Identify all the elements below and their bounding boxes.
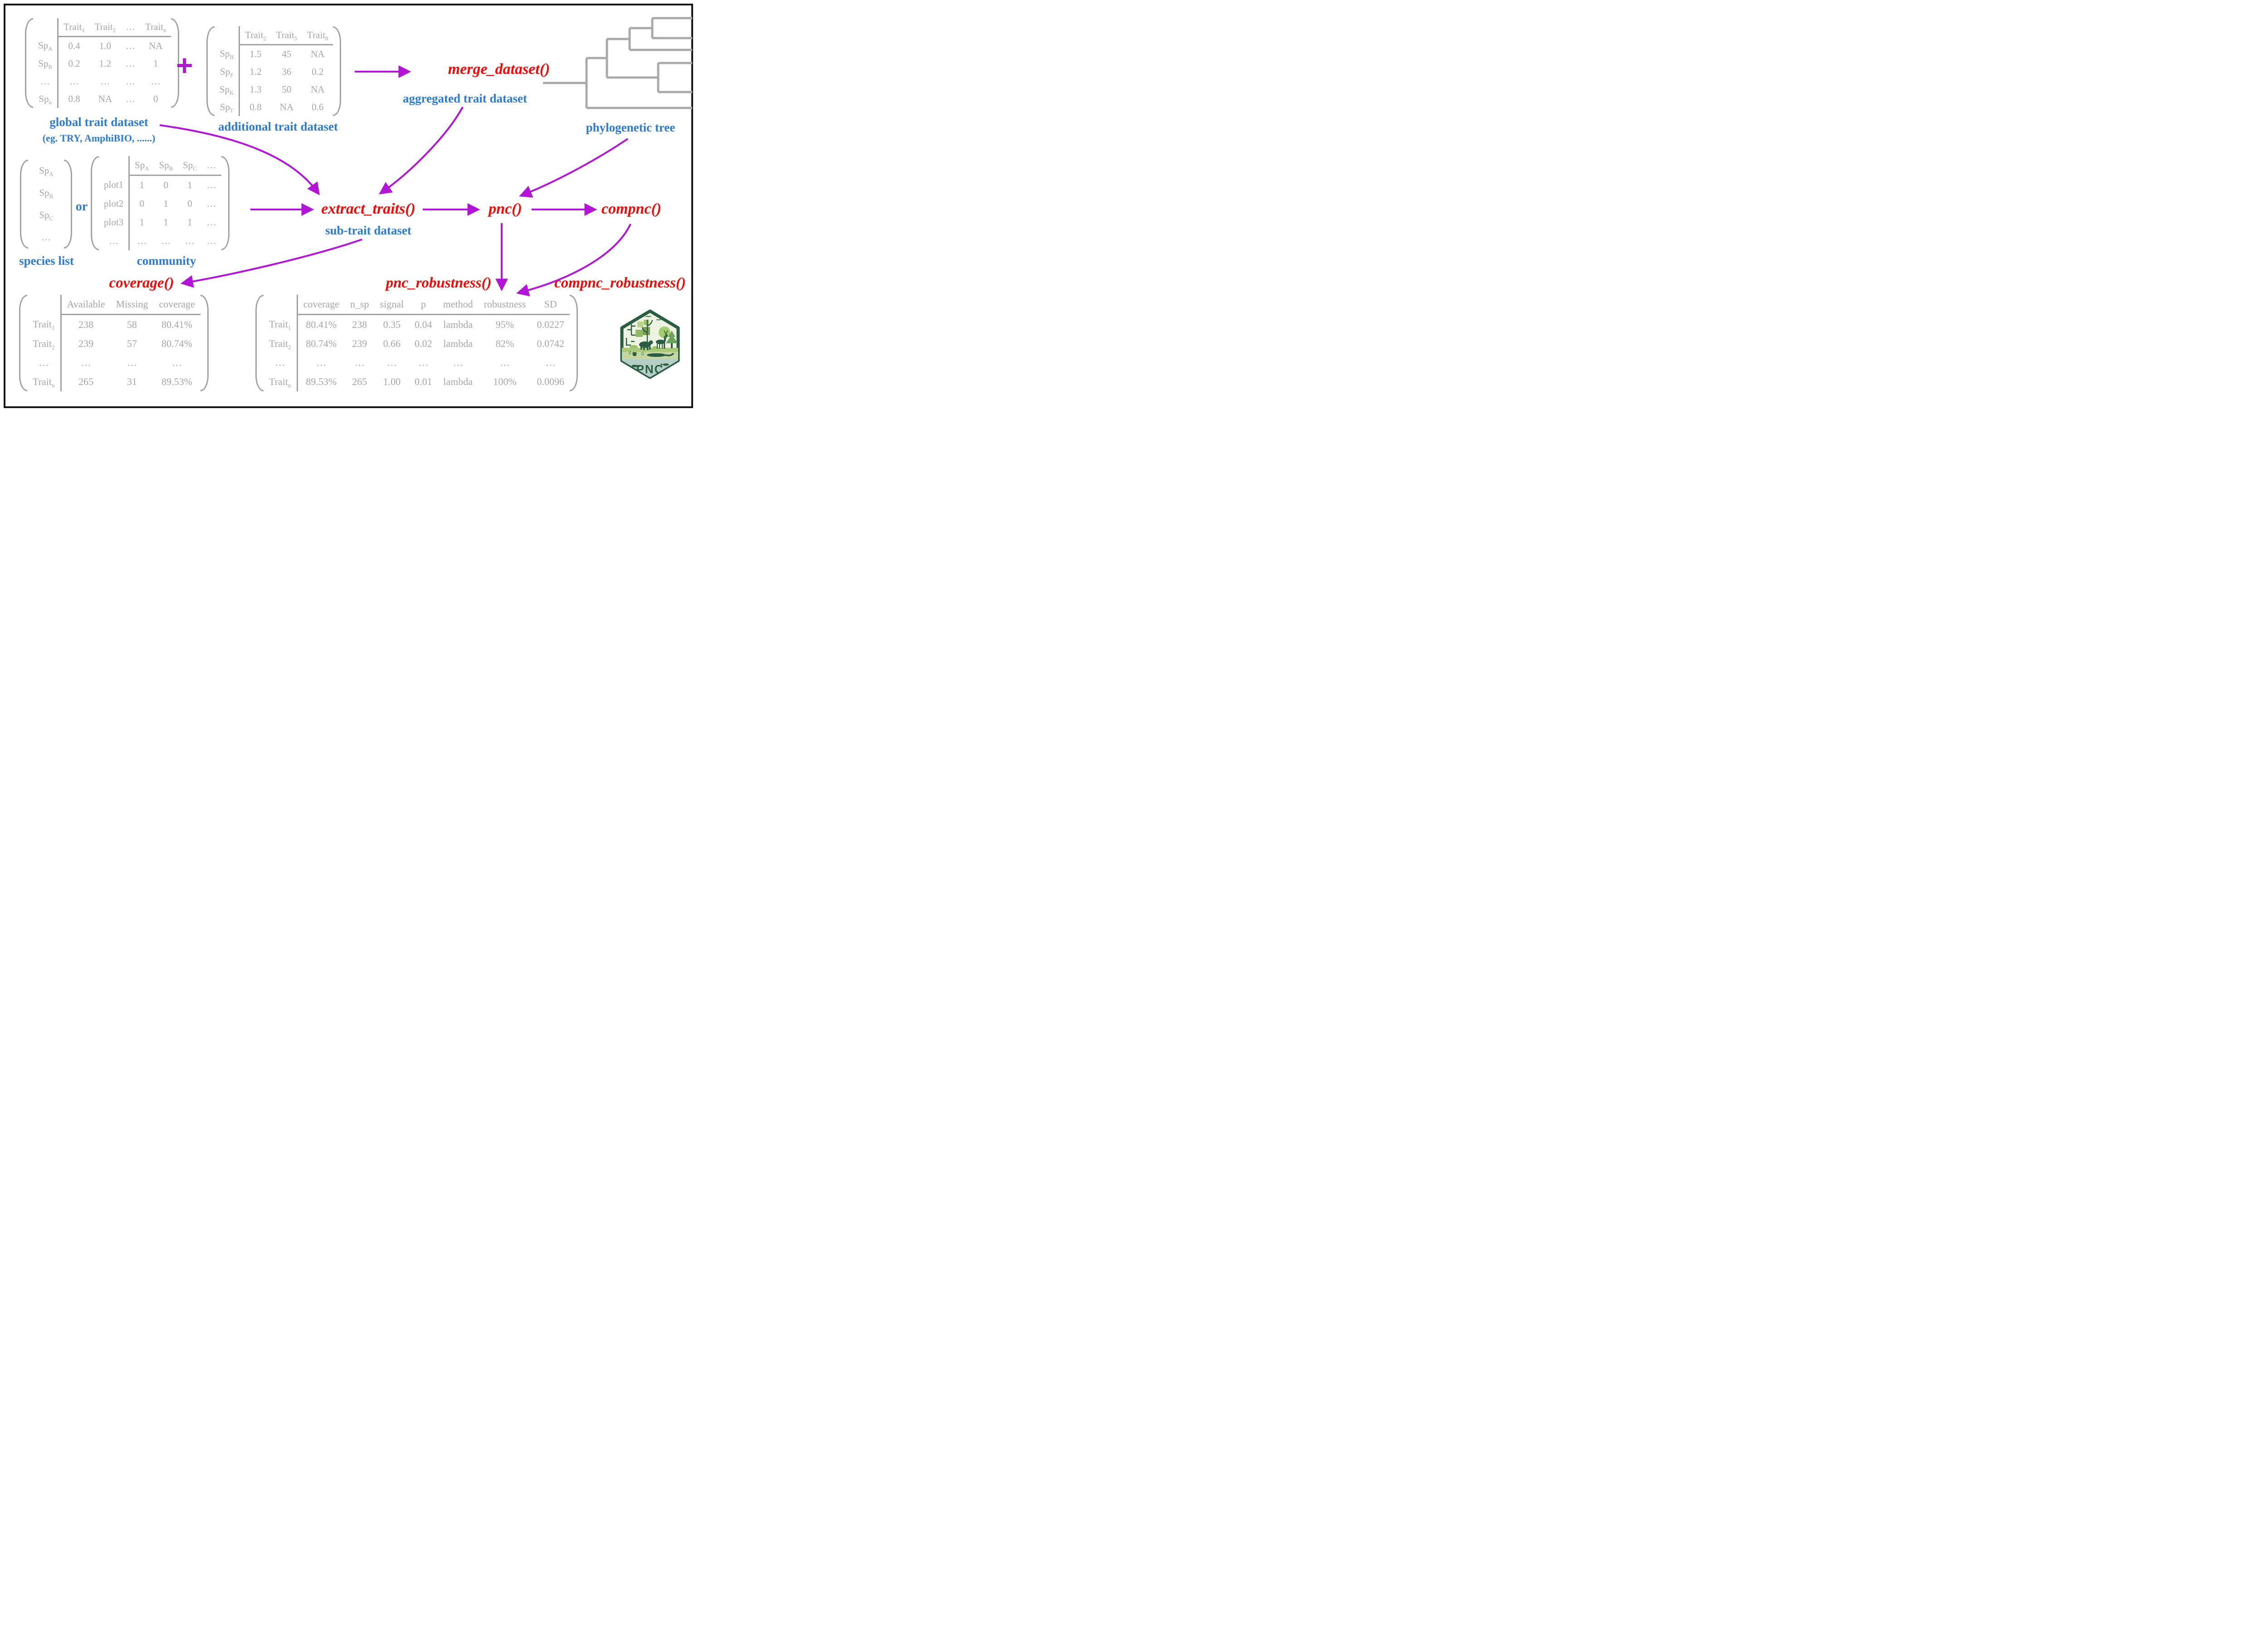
animals (629, 316, 675, 367)
phylogenetic-tree-graphic (543, 17, 692, 109)
phylogenetic-tree-label: phylogenetic tree (586, 121, 675, 134)
pnc-logo: PNC (620, 309, 680, 379)
right-paren (333, 26, 342, 116)
arrow-aggregated-to-extract (379, 107, 464, 195)
merge-dataset-function: merge_dataset() (448, 61, 550, 78)
compnc-function: compnc() (601, 200, 662, 217)
plus-sign: + (176, 49, 193, 82)
pnc-function: pnc() (489, 200, 522, 217)
arrow-global-to-extract (159, 124, 320, 195)
global-trait-dataset-label: global trait dataset (49, 115, 148, 129)
left-paren (206, 26, 215, 116)
robustness-result-matrix: coverage n_sp signal p method robustness SD Tra… (255, 295, 578, 391)
pnc-logo-text: PNC (636, 362, 664, 376)
global-trait-matrix: Trait1 Trait2… Traitn SpA 0.4 1.0… NA SpB 0.2 1.2… (25, 18, 180, 108)
pnc-robustness-function: pnc_robustness() (386, 275, 492, 291)
coverage-result-matrix: Available Missing coverage Trait1 238 58 80.41… (19, 295, 209, 391)
ground-band (622, 348, 678, 352)
left-paren (20, 160, 28, 249)
right-paren (221, 156, 230, 250)
diagram-border (4, 4, 693, 408)
left-paren (255, 295, 264, 391)
sub-trait-dataset-label: sub-trait dataset (325, 224, 411, 237)
global-trait-dataset-sublabel: (eg. TRY, AmphiBIO, ......) (42, 132, 156, 144)
additional-trait-matrix: Trait2 Trait5 Trait8 SpB 1.5 45 NA SpF 1.2 36 0.2 S… (206, 26, 342, 116)
arrow-subtrait-to-coverage (180, 239, 362, 288)
community-label: community (137, 254, 196, 268)
left-paren (91, 156, 99, 250)
left-paren (19, 295, 27, 391)
left-paren (25, 18, 33, 108)
coverage-function: coverage() (109, 275, 174, 291)
arrow-tree-to-pnc (519, 138, 629, 198)
right-paren (569, 295, 578, 391)
species-list-label: species list (19, 254, 74, 268)
workflow-diagram: Trait1 Trait2… Traitn SpA 0.4 1.0… NA SpB 0.2 1.2… (0, 0, 697, 412)
right-paren (200, 295, 209, 391)
arrow-compnc-to-robustness (516, 224, 631, 297)
or-label: or (75, 200, 88, 214)
flow-arrows (159, 65, 631, 297)
species-list-matrix: SpA SpB SpC… (20, 160, 73, 249)
compnc-robustness-function: compnc_robustness() (554, 275, 686, 291)
phylo-motif (626, 324, 635, 346)
cladogram-lines (543, 17, 692, 109)
aggregated-trait-dataset-label: aggregated trait dataset (403, 92, 527, 105)
community-matrix: SpA SpB SpC… plot1 1 0 1… plot2 0 1 0… plot3 1 1 1…………… (91, 156, 230, 250)
additional-trait-dataset-label: additional trait dataset (218, 120, 338, 133)
extract-traits-function: extract_traits() (321, 200, 415, 217)
